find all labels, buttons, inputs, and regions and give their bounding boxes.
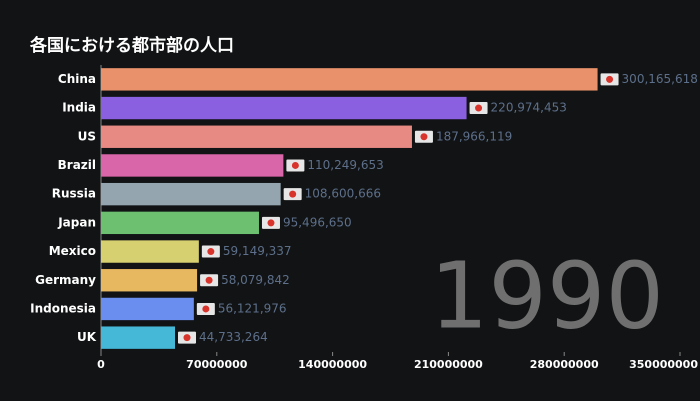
y-tick-label: Indonesia <box>30 301 96 315</box>
flag-emblem <box>267 219 275 227</box>
year-annotation: 1990 <box>430 242 664 349</box>
flag-emblem <box>606 75 614 83</box>
flag-emblem <box>183 334 191 342</box>
value-label: 95,496,650 <box>283 215 352 229</box>
x-tick-label: 210000000 <box>414 358 483 371</box>
value-label: 300,165,618 <box>622 72 698 86</box>
flag-emblem <box>291 161 299 169</box>
value-label: 187,966,119 <box>436 129 512 143</box>
flag-emblem <box>205 276 213 284</box>
x-tick-label: 140000000 <box>298 358 367 371</box>
bar <box>101 297 194 321</box>
x-tick-label: 350000000 <box>629 358 698 371</box>
bar <box>101 182 281 206</box>
value-label: 44,733,264 <box>199 330 268 344</box>
bar <box>101 125 412 148</box>
y-tick-label: Japan <box>57 215 96 229</box>
flag-emblem <box>207 248 215 256</box>
bar <box>101 211 259 235</box>
y-tick-label: India <box>62 101 96 115</box>
value-label: 108,600,666 <box>305 187 381 201</box>
value-label: 110,249,653 <box>307 158 383 172</box>
y-tick-label: Brazil <box>58 158 96 172</box>
chart-title: 各国における都市部の人口 <box>29 35 234 56</box>
y-tick-label: UK <box>77 330 97 344</box>
y-tick-label: Russia <box>52 187 96 201</box>
value-label: 56,121,976 <box>218 301 287 315</box>
bar <box>101 240 199 263</box>
bar <box>101 154 284 177</box>
bar <box>101 96 467 120</box>
flag-emblem <box>475 104 483 112</box>
x-tick-label: 0 <box>97 358 105 371</box>
bar <box>101 269 198 292</box>
y-tick-label: US <box>78 129 96 143</box>
bar <box>101 68 598 91</box>
value-label: 220,974,453 <box>491 101 567 115</box>
flag-emblem <box>289 190 297 198</box>
bar <box>101 326 176 349</box>
x-tick-label: 280000000 <box>530 358 599 371</box>
value-label: 59,149,337 <box>223 244 292 258</box>
y-tick-label: China <box>58 72 96 86</box>
y-tick-label: Germany <box>35 273 96 287</box>
y-tick-label: Mexico <box>49 244 96 258</box>
x-tick-label: 70000000 <box>186 358 248 371</box>
value-label: 58,079,842 <box>221 273 290 287</box>
flag-emblem <box>202 305 210 313</box>
flag-emblem <box>420 133 428 141</box>
